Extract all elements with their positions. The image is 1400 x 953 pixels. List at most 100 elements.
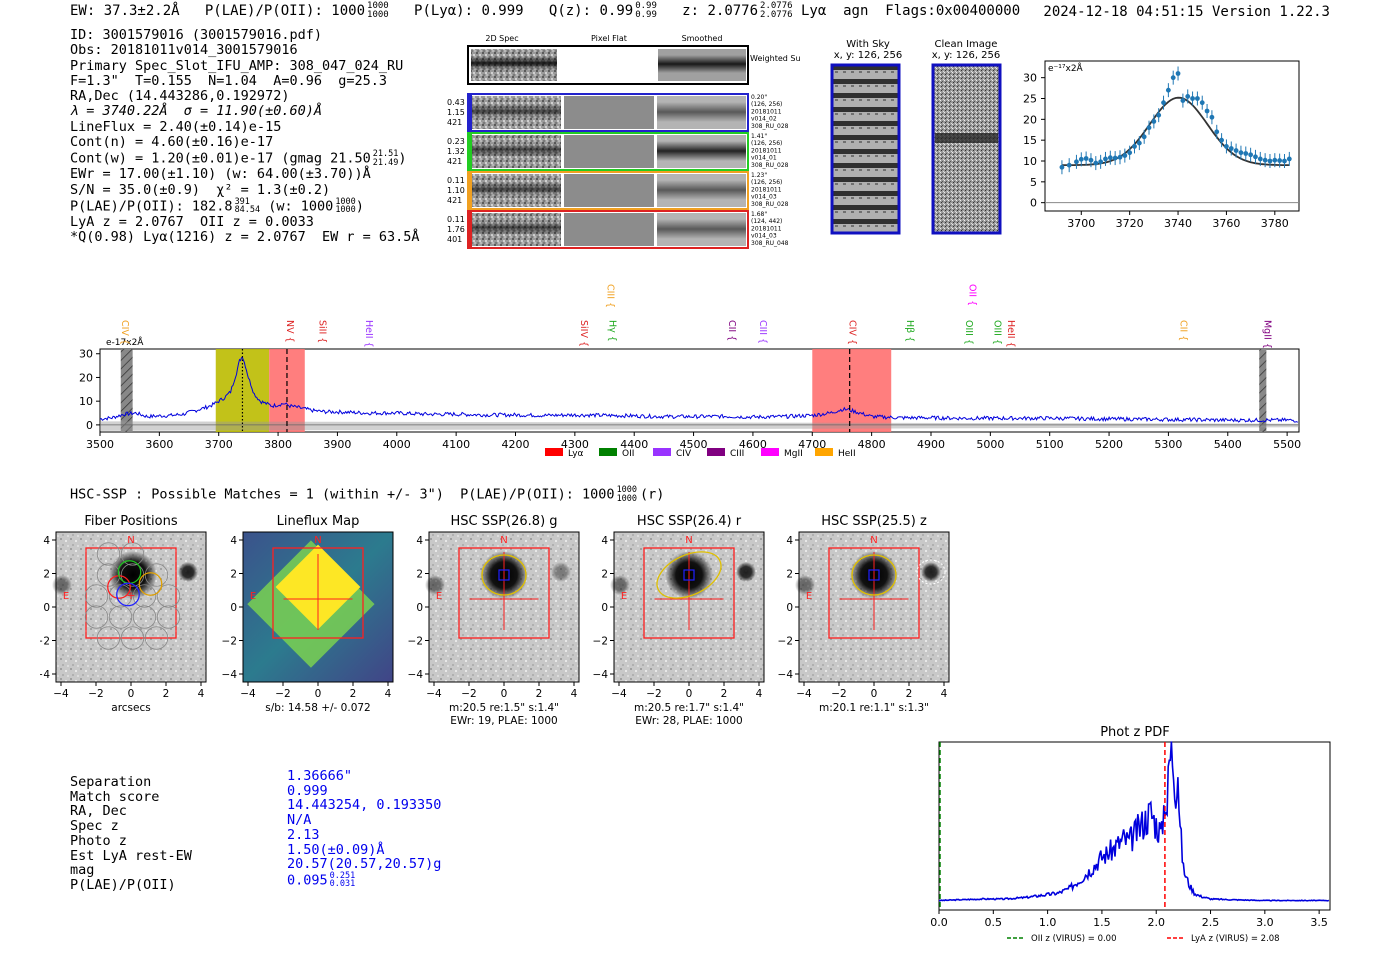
north-label: N (314, 535, 321, 546)
match-values: 1.36666" 0.999 14.443254, 0.193350 N/A 2.13 1… (287, 769, 441, 889)
zoom-xtick: 3780 (1261, 217, 1289, 230)
cutout-title: HSC SSP(25.5) z (821, 514, 927, 529)
header-plae-sub: 1000 (367, 10, 389, 20)
fiber-circle (96, 563, 121, 587)
cutout-xtick: −4 (53, 688, 69, 700)
header-right: 2024-12-18 04:51:15 Version 1.22.3 (1043, 4, 1330, 20)
spec2d-row-stat: 1.15 (447, 108, 465, 117)
spec2d-row-stat: 401 (447, 235, 462, 244)
header-z-sub: 2.0776 (760, 10, 793, 20)
spectrum-xtick: 5100 (1036, 438, 1064, 451)
spectrum-ytick: 20 (79, 371, 93, 384)
with-sky-image (830, 63, 901, 235)
zoom-ytick: 30 (1023, 72, 1037, 85)
spec2d-row-flat (564, 174, 654, 207)
zoom-data-point (1190, 96, 1195, 101)
header-z: z: 2.0776 (682, 3, 759, 19)
spec2d-row-meta: (124, 442) (751, 218, 782, 225)
spectrum-line-label: CIII { (604, 284, 615, 308)
info-plae: P(LAE)/P(OII): 182.8 391 84.54 (w: 1000 100… (70, 198, 420, 215)
fiber-circle (96, 626, 121, 650)
spec2d-row-stat: 421 (447, 196, 462, 205)
spectrum-flux-line (99, 357, 1299, 423)
cutout-caption: m:20.5 re:1.7" s:1.4" (634, 702, 744, 714)
info-lambda: λ = 3740.22Å σ = 11.90(±0.60)Å (70, 103, 322, 120)
info-plae-sub: 84.54 (234, 205, 261, 216)
fiber-center-plus: + (126, 589, 135, 602)
spec2d-row-meta: 20181011 (751, 147, 782, 154)
cutout-ytick: 2 (416, 569, 423, 581)
spectrum-xtick: 5500 (1273, 438, 1301, 451)
spectrum-xtick: 5300 (1154, 438, 1182, 451)
source-center-marker (683, 569, 695, 581)
sky-panel: With Sky x, y: 126, 256 Clean Image x, y… (830, 39, 1002, 235)
fiber-circle (144, 626, 169, 650)
match-label: RA, Dec (70, 803, 127, 820)
cutout-ytick: 2 (230, 569, 237, 581)
spectrum-line-label: MgII { (1262, 320, 1273, 349)
fiber-circle (156, 584, 181, 608)
cutout-ytick: 4 (230, 535, 237, 547)
spectrum-xtick: 4700 (798, 438, 826, 451)
zoom-data-point (1074, 159, 1079, 165)
zoom-data-point (1204, 108, 1210, 114)
info-plae-w: (w: 1000 (260, 198, 334, 215)
clean-image-title: Clean Image (935, 39, 998, 50)
spec2d-row-stat: 0.11 (447, 215, 465, 224)
zoom-data-point (1127, 150, 1133, 156)
with-sky-title: With Sky (846, 39, 890, 50)
zoom-data-point (1209, 114, 1215, 120)
zoom-xtick: 3760 (1212, 217, 1240, 230)
full-spectrum-chart: e-17x2Å 3500 3600 3700 3800 3900 4000 4100 4200… (79, 284, 1301, 459)
zoom-data-point (1151, 119, 1157, 124)
cutout-ytick: −2 (40, 636, 50, 648)
cutout-ytick: −4 (593, 669, 609, 681)
zoom-data-point (1185, 94, 1191, 99)
info-radec: RA,Dec (14.443286,0.192972) (70, 88, 290, 105)
zoom-data-point (1175, 71, 1181, 76)
zoom-data-point (1078, 156, 1084, 162)
cutout-xtick: −2 (831, 688, 846, 700)
spectrum-xtick: 3900 (323, 438, 351, 451)
zoom-data-point (1267, 158, 1273, 164)
zoom-data-point (1132, 144, 1137, 149)
cutout-xtick: 4 (571, 688, 578, 700)
spectrum-legend-swatch (761, 448, 779, 456)
zoom-data-point (1066, 162, 1072, 168)
zoom-xtick: 3720 (1116, 217, 1144, 230)
zoom-data-point (1195, 96, 1200, 101)
spec2d-row-meta: (126, 256) (751, 179, 782, 186)
info-contw-sub: 21.49 (372, 157, 399, 168)
spectrum-line-label: OIII { (992, 320, 1003, 345)
spectrum-line-label: OII { (967, 284, 978, 306)
spec2d-row-meta: 1.41" (751, 133, 767, 140)
spec2d-row-flat (564, 96, 654, 129)
cutout-ytick: −2 (222, 636, 237, 648)
spec2d-row-meta: 308_RU_048 (751, 240, 789, 247)
with-sky-xy: x, y: 126, 256 (834, 50, 903, 61)
photz-xtick: 1.0 (1039, 916, 1057, 929)
spec2d-row-flat (564, 213, 654, 246)
zoom-data-point (1199, 100, 1205, 106)
spectrum-masked-region (1259, 349, 1267, 432)
spec2d-row-stat: 0.43 (447, 98, 465, 107)
spectrum-highlight-region (215, 349, 270, 432)
zoom-plot-area (1044, 60, 1300, 212)
spectrum-line-label: NV { (284, 320, 295, 343)
fiber-circle (132, 584, 157, 608)
cutout-title: HSC SSP(26.4) r (637, 514, 742, 529)
spec2d-col-label: Pixel Flat (591, 34, 627, 43)
zoom-ytick: 25 (1023, 93, 1037, 106)
zoom-data-point (1136, 140, 1142, 146)
spec2d-row-meta: v014_02 (751, 116, 777, 123)
spec2d-row-meta: 20181011 (751, 225, 782, 232)
cutout-xtick: 2 (163, 688, 170, 700)
fiber-circle (108, 584, 133, 608)
spectrum-error-band (100, 421, 1299, 431)
spec2d-row-meta: 1.68" (751, 211, 767, 218)
zoom-data-point (1214, 129, 1220, 135)
cutout-ytick: 0 (601, 602, 608, 614)
fiber-circle (156, 605, 181, 629)
spec2d-row-meta: 20181011 (751, 108, 782, 115)
